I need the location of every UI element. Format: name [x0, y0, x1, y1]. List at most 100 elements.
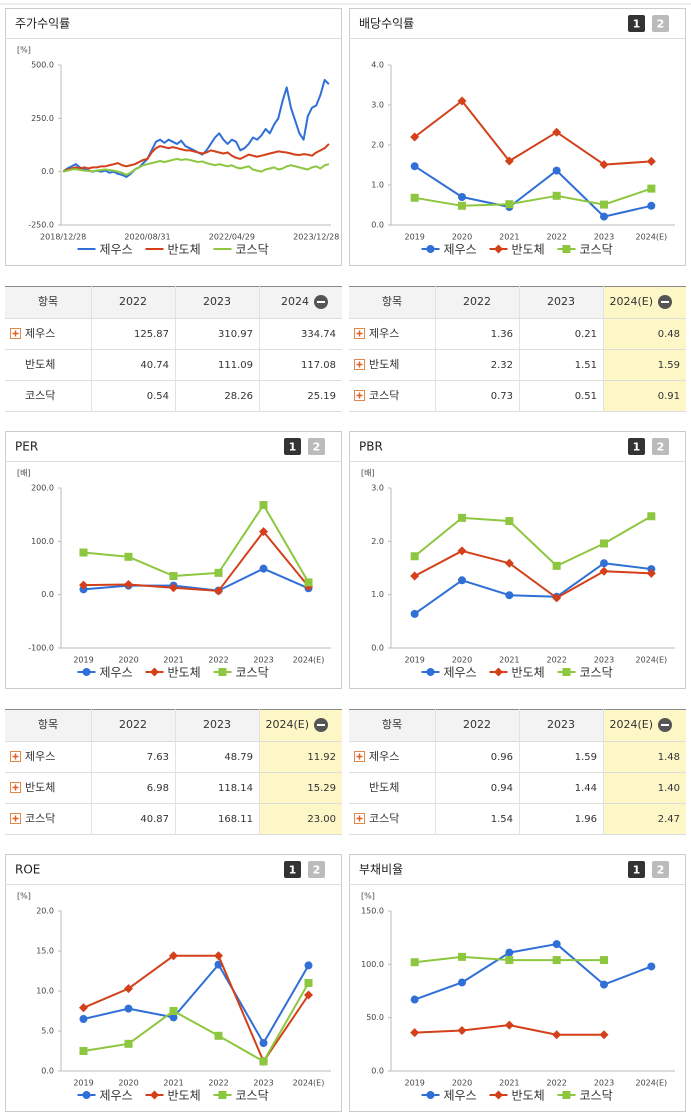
- marker: [505, 517, 514, 526]
- cell-value: 1.59: [658, 360, 680, 371]
- y-tick-label: 0.0: [371, 1067, 384, 1076]
- expand-icon: [356, 815, 363, 822]
- column-header: 2023: [547, 295, 575, 308]
- marker: [410, 162, 419, 171]
- column-header: 항목: [38, 718, 58, 731]
- marker: [599, 1030, 609, 1040]
- legend-label: 제우스: [100, 666, 133, 680]
- marker: [169, 1013, 178, 1022]
- column-header: 2024(E): [609, 295, 653, 308]
- column-header: 항목: [382, 295, 402, 308]
- marker: [79, 548, 88, 557]
- column-header: 2022: [119, 718, 147, 731]
- page-button-label[interactable]: 1: [289, 441, 297, 454]
- marker: [458, 576, 466, 585]
- cell-value: 11.92: [307, 752, 336, 763]
- row-label: 코스닥: [25, 812, 55, 825]
- page-button-label[interactable]: 2: [657, 441, 665, 454]
- marker: [304, 961, 313, 970]
- unit-label: [%]: [361, 892, 375, 901]
- marker: [494, 1090, 503, 1100]
- expand-icon: [12, 330, 19, 337]
- page-button[interactable]: [628, 15, 645, 32]
- chart-title: 주가수익률: [15, 17, 70, 31]
- page-button[interactable]: [308, 438, 325, 455]
- marker: [82, 668, 91, 676]
- marker: [410, 1028, 420, 1038]
- marker: [458, 952, 466, 961]
- cell-value: 0.73: [491, 391, 513, 402]
- page-button-label[interactable]: 2: [657, 864, 665, 877]
- legend-label: 코스닥: [236, 243, 269, 257]
- marker: [169, 583, 178, 593]
- marker: [599, 566, 609, 576]
- page-button-label[interactable]: 2: [657, 18, 665, 31]
- page-button[interactable]: [628, 438, 645, 455]
- column-header: 2022: [463, 295, 491, 308]
- series-line: [83, 982, 310, 1063]
- panel-border: [5, 431, 342, 689]
- legend-label: 반도체: [168, 666, 201, 680]
- cell-value: 40.74: [140, 360, 169, 371]
- page-button[interactable]: [308, 861, 325, 878]
- y-tick-label: 0.0: [41, 590, 54, 599]
- cell-value: 334.74: [301, 329, 336, 340]
- marker: [426, 1091, 435, 1099]
- marker: [552, 127, 562, 137]
- page-button-label[interactable]: 1: [633, 441, 641, 454]
- x-tick-label: 2023: [253, 1079, 273, 1088]
- row-label: 코스닥: [25, 389, 55, 402]
- page-button[interactable]: [652, 438, 669, 455]
- x-tick-label: 2019: [73, 1079, 93, 1088]
- y-tick-label: 50.0: [366, 1013, 384, 1022]
- marker: [647, 512, 656, 521]
- row-label: 제우스: [25, 750, 55, 763]
- marker: [505, 948, 514, 957]
- cell-value: 6.98: [147, 783, 169, 794]
- marker: [600, 559, 608, 568]
- cell-value: 0.54: [147, 391, 169, 402]
- page-button[interactable]: [652, 861, 669, 878]
- cell-value: 40.87: [140, 814, 169, 825]
- y-tick-label: 10.0: [36, 987, 54, 996]
- cell-value: 25.19: [307, 391, 336, 402]
- page-button-label[interactable]: 2: [313, 864, 321, 877]
- series-line: [83, 530, 310, 592]
- y-tick-label: 20.0: [36, 907, 54, 916]
- chart-title: PBR: [359, 440, 383, 454]
- page-button-label[interactable]: 2: [313, 441, 321, 454]
- x-tick-label: 2022: [546, 233, 566, 242]
- page-button[interactable]: [652, 15, 669, 32]
- y-tick-label: 5.0: [41, 1027, 54, 1036]
- marker: [505, 200, 514, 209]
- marker: [552, 166, 561, 175]
- y-tick-label: 100.0: [31, 537, 54, 546]
- page-button[interactable]: [284, 861, 301, 878]
- row-label: 반도체: [369, 781, 399, 794]
- page-button-label[interactable]: 1: [289, 864, 297, 877]
- column-header: 항목: [38, 295, 58, 308]
- x-tick-label: 2022: [546, 1079, 566, 1088]
- cell-value: 118.14: [218, 783, 253, 794]
- cell-value: 0.48: [658, 329, 680, 340]
- x-tick-label: 2021: [163, 656, 183, 665]
- marker: [562, 668, 571, 676]
- page-button-label[interactable]: 1: [633, 864, 641, 877]
- page-button[interactable]: [284, 438, 301, 455]
- cell-value: 23.00: [307, 814, 336, 825]
- series-line: [83, 504, 310, 583]
- x-tick-label: 2023: [594, 656, 614, 665]
- marker: [458, 193, 466, 201]
- marker: [169, 1007, 178, 1015]
- panel-border: [349, 8, 686, 266]
- y-tick-label: 150.0: [361, 907, 384, 916]
- page-button[interactable]: [628, 861, 645, 878]
- cell-value: 28.26: [224, 391, 253, 402]
- legend-label: 반도체: [512, 666, 545, 680]
- legend-label: 제우스: [444, 243, 477, 257]
- marker: [600, 212, 608, 221]
- page-button-label[interactable]: 1: [633, 18, 641, 31]
- expand-icon: [356, 392, 363, 399]
- marker: [504, 1020, 514, 1030]
- marker: [458, 513, 466, 522]
